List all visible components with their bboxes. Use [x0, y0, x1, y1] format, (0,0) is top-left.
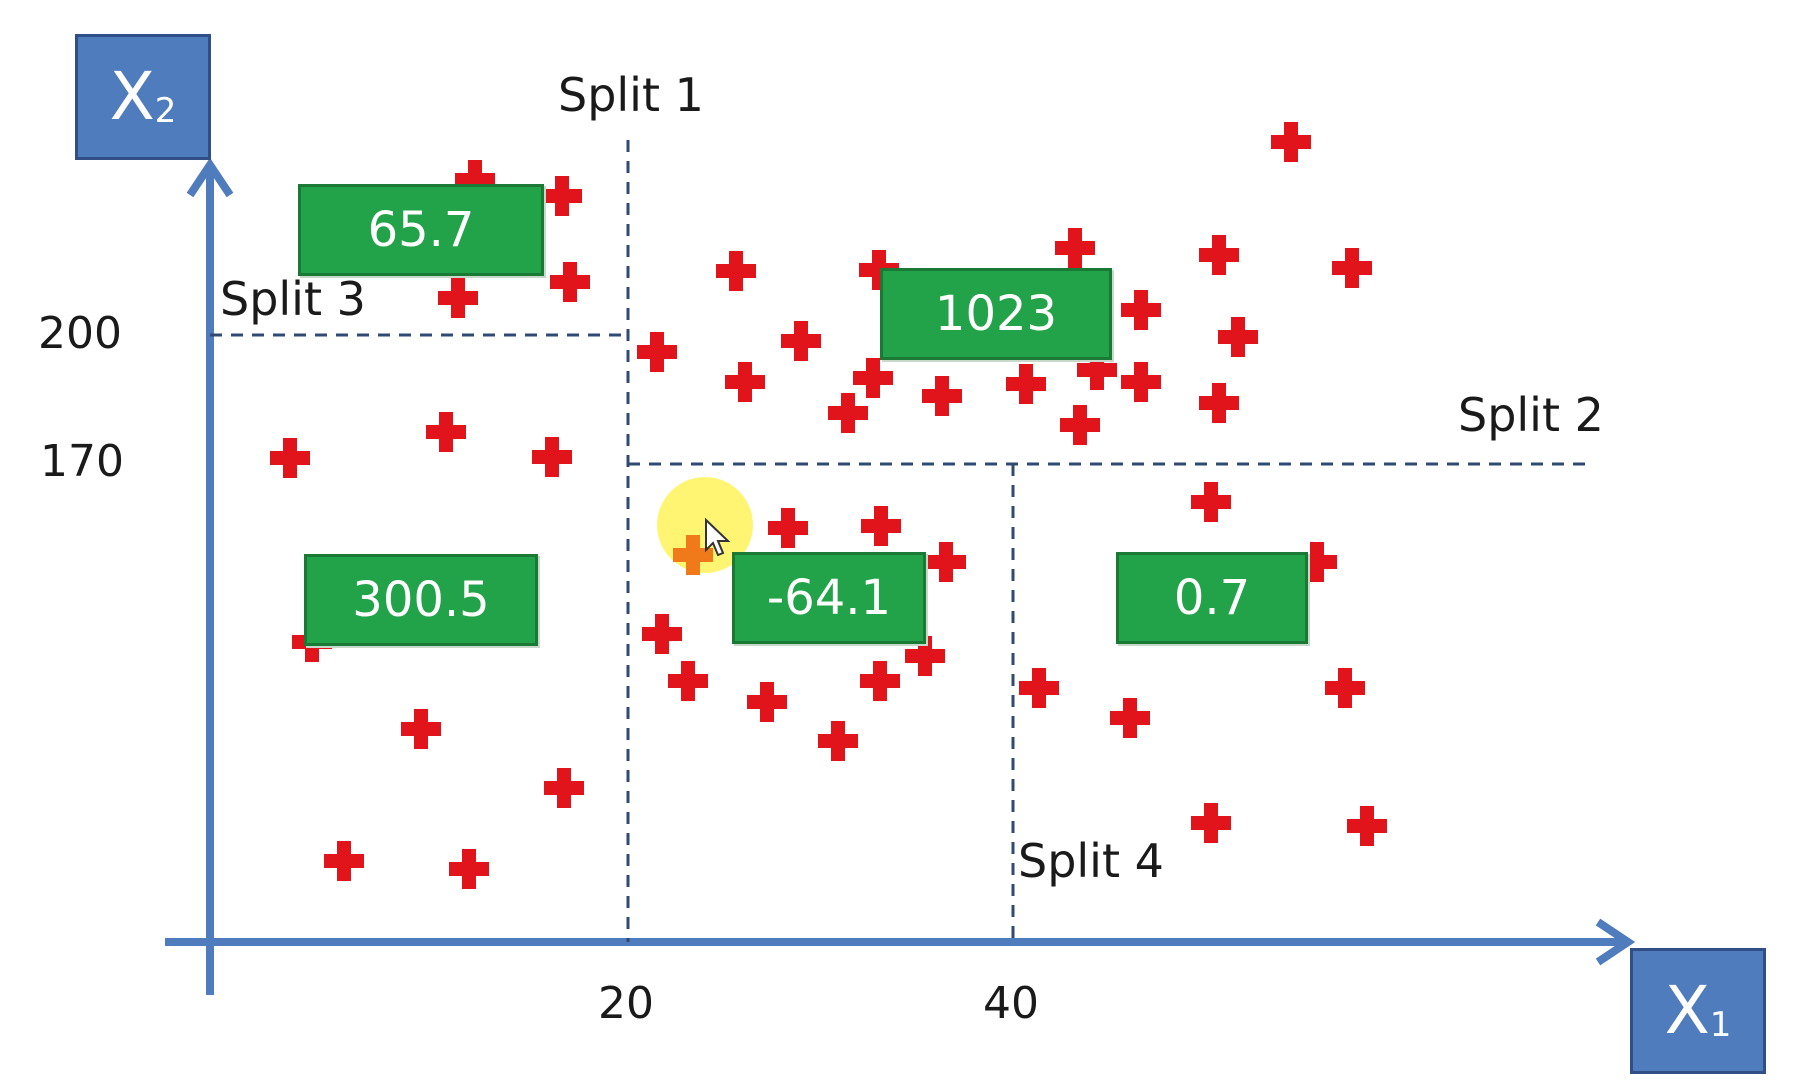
plus-icon — [1019, 668, 1059, 708]
plus-icon — [860, 661, 900, 701]
plus-icon — [1110, 698, 1150, 738]
leaf-value-box: 300.5 — [304, 554, 538, 646]
x-tick-40: 40 — [983, 978, 1039, 1029]
plus-icon — [642, 614, 682, 654]
plus-icon — [926, 542, 966, 582]
plus-icon — [905, 636, 945, 676]
plus-icon — [853, 358, 893, 398]
plus-icon — [673, 535, 713, 575]
y-tick-170: 170 — [40, 436, 124, 487]
plus-icon — [438, 278, 478, 318]
plus-icon — [1077, 350, 1117, 390]
plus-icon — [324, 841, 364, 881]
plus-icon — [455, 160, 495, 200]
plus-icon — [781, 321, 821, 361]
plus-icon — [1191, 803, 1231, 843]
plus-icon — [1332, 248, 1372, 288]
plus-icon — [1060, 405, 1100, 445]
plus-icon — [861, 506, 901, 546]
data-points — [270, 122, 1387, 889]
plus-icon — [1121, 290, 1161, 330]
x-tick-20: 20 — [598, 978, 654, 1029]
leaf-value-box: -64.1 — [732, 552, 926, 644]
plus-icon — [542, 176, 582, 216]
x2-axis-subscript: 2 — [154, 91, 177, 131]
plus-icon — [859, 250, 899, 290]
plus-icon — [668, 661, 708, 701]
plus-icon — [768, 508, 808, 548]
plus-icon — [637, 332, 677, 372]
plus-icon — [1297, 542, 1337, 582]
x1-axis-name: X — [1664, 972, 1710, 1049]
plus-icon — [544, 768, 584, 808]
split-4-label: Split 4 — [1018, 834, 1164, 888]
plus-icon — [532, 437, 572, 477]
plus-icon — [1191, 482, 1231, 522]
y-tick-200: 200 — [38, 308, 122, 359]
plus-icon — [922, 376, 962, 416]
plus-icon — [1006, 364, 1046, 404]
x-axis-arrowhead — [1595, 918, 1636, 966]
split-2-label: Split 2 — [1458, 388, 1604, 442]
plus-icon — [270, 438, 310, 478]
plus-icon — [401, 709, 441, 749]
leaf-value-box: 65.7 — [298, 184, 544, 276]
x1-axis-subscript: 1 — [1709, 1005, 1732, 1045]
plus-icon — [426, 412, 466, 452]
plus-icon — [818, 721, 858, 761]
plus-icon — [828, 393, 868, 433]
split-3-label: Split 3 — [220, 272, 366, 326]
plus-icon — [747, 682, 787, 722]
plus-icon — [1218, 317, 1258, 357]
plus-icon — [716, 251, 756, 291]
y-axis-arrowhead — [186, 157, 234, 198]
leaf-value-box: 0.7 — [1116, 552, 1308, 644]
leaf-value-box: 1023 — [880, 268, 1112, 360]
plus-icon — [1199, 383, 1239, 423]
plus-icon — [1271, 122, 1311, 162]
plus-icon — [1347, 806, 1387, 846]
split-1-label: Split 1 — [558, 68, 704, 122]
plus-icon — [1055, 228, 1095, 268]
plus-icon — [1199, 235, 1239, 275]
mouse-pointer-icon — [705, 517, 731, 557]
x2-axis-name: X — [109, 58, 155, 135]
plus-icon — [725, 362, 765, 402]
plus-icon — [1325, 668, 1365, 708]
plus-icon — [550, 262, 590, 302]
plus-icon — [449, 849, 489, 889]
plus-icon — [1121, 362, 1161, 402]
